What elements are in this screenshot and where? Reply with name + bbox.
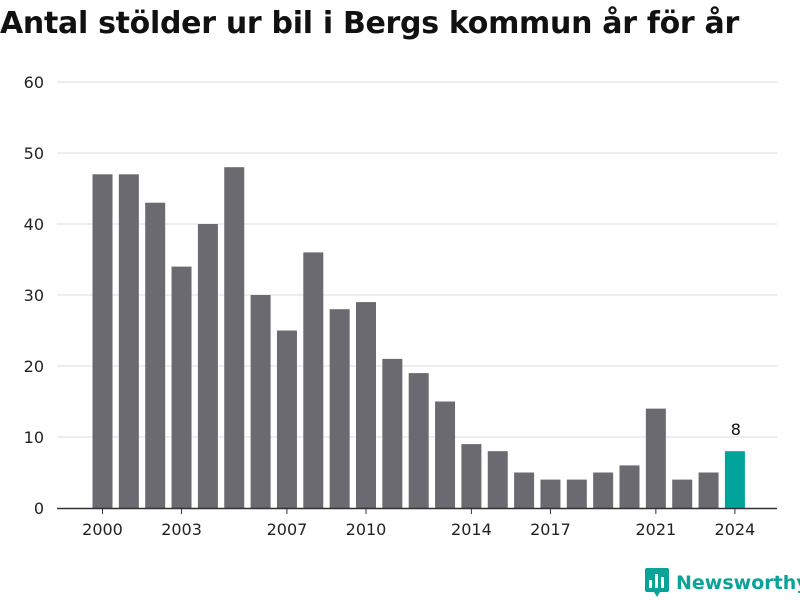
bar-2016 [514,472,535,508]
bar-2003 [171,266,192,508]
bar-2022 [672,479,693,508]
y-tick-label: 30 [24,286,44,305]
bar-2002 [145,202,166,508]
bar-2017 [540,479,561,508]
y-tick-label: 0 [34,499,44,518]
brand-name: Newsworthy [676,572,800,594]
y-axis: 0 10 20 30 40 50 60 [24,73,44,518]
x-tick-label: 2021 [635,520,676,539]
bar-2020 [619,465,640,508]
bar-chart-speech-bubble-icon [645,568,669,597]
bar-2001 [118,174,139,509]
bar-2008 [303,252,324,508]
newsworthy-logo[interactable]: Newsworthy [645,568,800,598]
bar-2014 [461,444,482,508]
chart-title: Antal stölder ur bil i Bergs kommun år f… [0,6,739,41]
bar-2010 [356,302,376,508]
bars [92,167,745,509]
y-tick-label: 60 [24,73,44,92]
bar-2013 [435,401,456,508]
bar-2015 [487,451,508,508]
x-tick-label: 2014 [451,520,492,539]
x-axis: 2000 2003 2007 2010 2014 2017 2021 2024 [57,507,777,539]
bar-2009 [329,309,350,508]
bar-2000 [92,174,113,509]
bar-2004 [197,224,218,508]
x-tick-label: 2003 [161,520,202,539]
data-label-2024: 8 [731,420,741,439]
bar-2005 [224,167,245,508]
bar-2019 [593,472,614,508]
y-tick-label: 40 [24,215,44,234]
y-tick-label: 20 [24,357,44,376]
x-tick-label: 2017 [530,520,571,539]
bar-2018 [566,479,587,508]
bar-2011 [382,358,403,508]
x-tick-label: 2000 [82,520,123,539]
bar-2012 [408,373,429,508]
bar-2023 [698,472,719,508]
y-tick-label: 50 [24,144,44,163]
bar-2006 [250,295,271,508]
y-tick-label: 10 [24,428,44,447]
x-tick-label: 2007 [267,520,308,539]
bar-2024 [724,451,745,508]
bar-2007 [276,330,297,508]
x-tick-label: 2010 [346,520,387,539]
data-labels: 8 [731,420,741,439]
x-tick-label: 2024 [715,520,756,539]
bar-2021 [645,408,666,508]
